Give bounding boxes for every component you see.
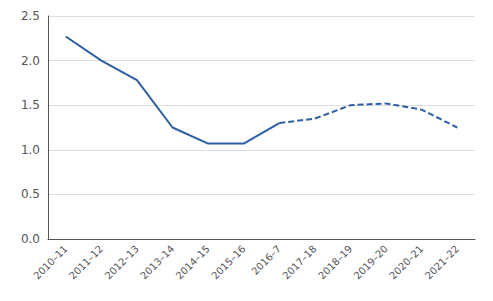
- svg-text:2021–22: 2021–22: [423, 243, 461, 281]
- svg-text:2013–14: 2013–14: [138, 243, 176, 281]
- svg-text:2018–19: 2018–19: [316, 243, 354, 281]
- svg-text:1.5: 1.5: [21, 98, 40, 112]
- svg-text:1.0: 1.0: [21, 143, 40, 157]
- svg-text:2.5: 2.5: [21, 9, 40, 23]
- svg-text:2012–13: 2012–13: [103, 243, 141, 281]
- svg-text:2.0: 2.0: [21, 54, 40, 68]
- svg-text:2014–15: 2014–15: [174, 243, 212, 281]
- svg-text:0.0: 0.0: [21, 232, 40, 246]
- svg-text:0.5: 0.5: [21, 187, 40, 201]
- svg-text:2016–7: 2016–7: [249, 243, 283, 277]
- svg-text:2019–20: 2019–20: [352, 243, 390, 281]
- svg-text:2011–12: 2011–12: [67, 243, 105, 281]
- svg-text:2017–18: 2017–18: [281, 243, 319, 281]
- svg-text:2015–16: 2015–16: [209, 243, 247, 281]
- svg-text:2010–11: 2010–11: [31, 243, 69, 281]
- svg-text:2020–21: 2020–21: [387, 243, 425, 281]
